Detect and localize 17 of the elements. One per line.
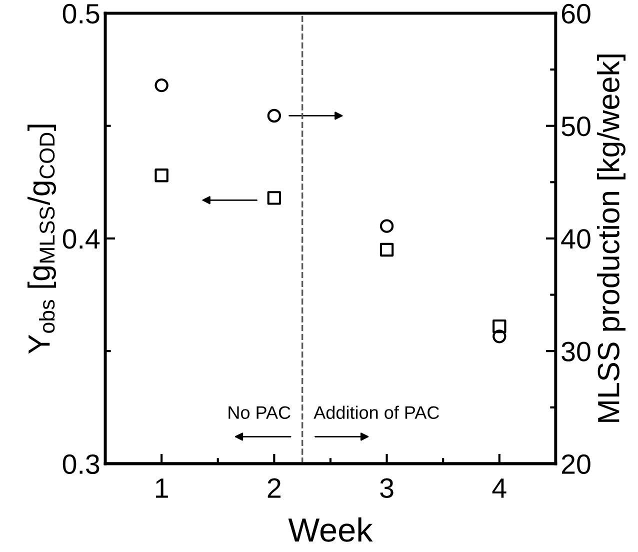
y2-tick-label: 20 — [562, 454, 590, 474]
x-tick-label: 1 — [156, 478, 168, 498]
y-axis-title: Y$_{obs}$ [g$_{MLSS}$/g$_{COD}$] — [28, 124, 56, 354]
annotation: Addition of PAC — [314, 406, 440, 419]
y-tick-label: 0.5 — [62, 4, 100, 24]
y-tick-label: 0.3 — [62, 454, 100, 474]
x-axis-title: Week — [288, 517, 373, 542]
y2-tick-label: 40 — [561, 229, 590, 249]
y2-axis-title: MLSS production [kg/week] — [597, 54, 626, 422]
y2-tick-label: 30 — [562, 342, 590, 362]
y2-tick-label: 50 — [562, 116, 590, 136]
x-tick-label: 2 — [268, 478, 281, 498]
x-tick-label: 3 — [380, 478, 394, 498]
y-tick-label: 0.4 — [62, 229, 100, 249]
annotation: No PAC — [228, 406, 290, 419]
x-tick-label: 4 — [492, 478, 506, 498]
y2-tick-label: 60 — [562, 4, 590, 24]
